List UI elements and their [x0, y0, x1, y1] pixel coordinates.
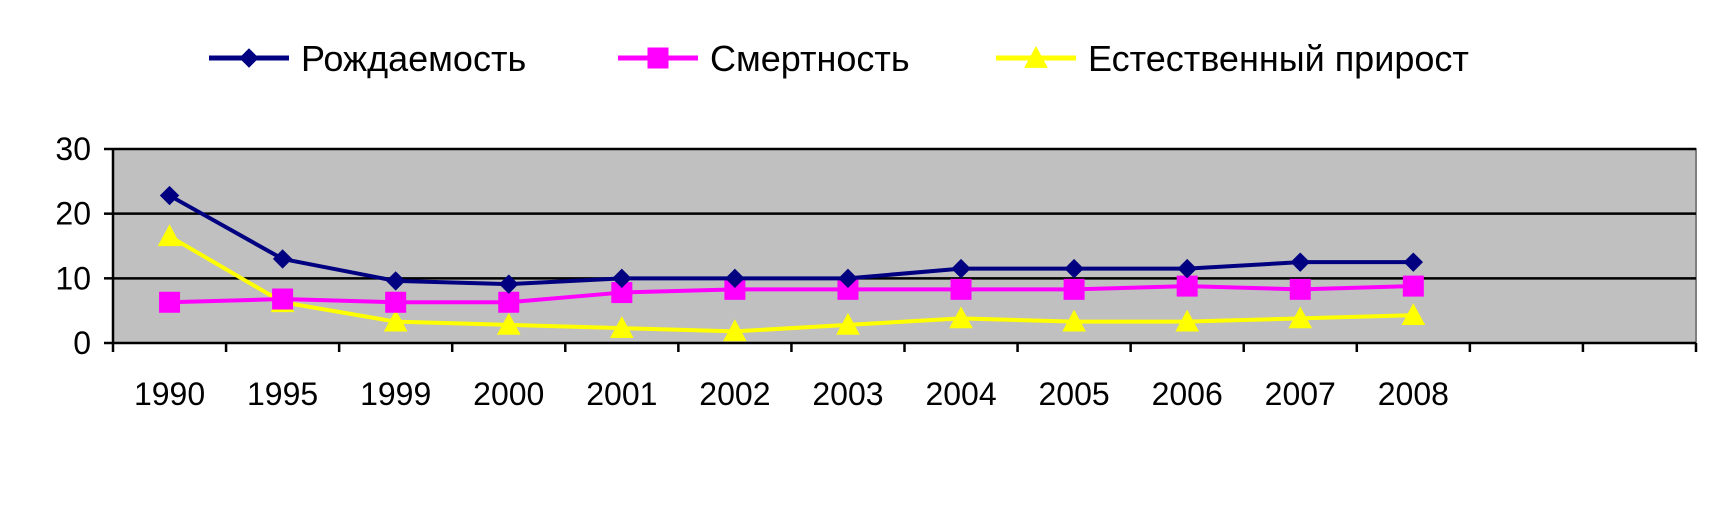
x-tick-label: 2001 — [586, 376, 657, 412]
data-point — [647, 47, 669, 69]
plot-area — [112, 148, 1697, 344]
data-point — [723, 319, 747, 342]
data-point — [1024, 45, 1048, 68]
data-point — [949, 306, 973, 329]
data-point — [1288, 306, 1313, 329]
data-point — [725, 268, 745, 289]
data-point — [499, 274, 519, 294]
series-line — [168, 193, 1414, 287]
legend-label: Смертность — [710, 38, 910, 79]
data-point — [1064, 258, 1084, 279]
series-diamond — [159, 185, 1424, 294]
data-point — [609, 316, 634, 338]
data-point — [1063, 278, 1085, 300]
y-tick-label: 10 — [55, 260, 91, 296]
x-tick-label: 1999 — [360, 376, 431, 412]
x-tick-label: 1990 — [134, 376, 205, 412]
data-point — [159, 291, 181, 313]
x-tick-label: 2004 — [925, 376, 996, 412]
legend-label: Рождаемость — [301, 38, 526, 79]
series-line — [168, 234, 1414, 334]
data-point — [1062, 309, 1086, 332]
data-point — [950, 278, 972, 300]
x-tick-label: 2008 — [1378, 376, 1449, 412]
series-line — [169, 284, 1414, 305]
data-point — [272, 288, 294, 310]
data-point — [1290, 252, 1310, 272]
data-point — [496, 312, 521, 335]
data-point — [239, 48, 259, 68]
x-tick-label: 1995 — [247, 376, 318, 412]
series-layer — [157, 185, 1426, 342]
data-point — [498, 291, 520, 313]
x-tick-label: 2005 — [1039, 376, 1110, 412]
data-point — [385, 271, 406, 291]
data-point — [951, 258, 971, 279]
x-tick-label: 2000 — [473, 376, 544, 412]
data-point — [836, 312, 860, 335]
data-point — [385, 291, 407, 313]
y-tick-label: 20 — [55, 196, 91, 232]
legend-entry: Рождаемость — [209, 38, 526, 79]
data-point — [1403, 252, 1424, 272]
x-tick-label: 2002 — [699, 376, 770, 412]
y-tick-label: 0 — [73, 325, 91, 361]
data-point — [612, 268, 632, 289]
data-point — [272, 249, 293, 269]
legend-entry: Смертность — [618, 38, 910, 79]
data-point — [1402, 275, 1424, 297]
data-point — [383, 309, 408, 332]
legend: Рождаемость Смертность Естественный прирос… — [209, 38, 1469, 79]
data-point — [1175, 309, 1200, 332]
legend-entry: Естественный прирост — [996, 38, 1469, 79]
x-tick-label: 2007 — [1265, 376, 1336, 412]
data-point — [157, 224, 182, 247]
data-point — [1401, 303, 1426, 326]
data-point — [1177, 258, 1197, 279]
data-point — [159, 185, 180, 206]
data-point — [838, 268, 858, 289]
x-tick-label: 2003 — [812, 376, 883, 412]
data-point — [1289, 278, 1311, 300]
legend-label: Естественный прирост — [1088, 38, 1469, 79]
series-square — [159, 275, 1424, 313]
data-point — [1176, 275, 1198, 297]
x-tick-label: 2006 — [1152, 376, 1223, 412]
axes: 0 10 20 30 1990 1995 1999 2000 2001 2002 2003 2004 2… — [55, 131, 1698, 412]
y-tick-label: 30 — [55, 131, 91, 167]
